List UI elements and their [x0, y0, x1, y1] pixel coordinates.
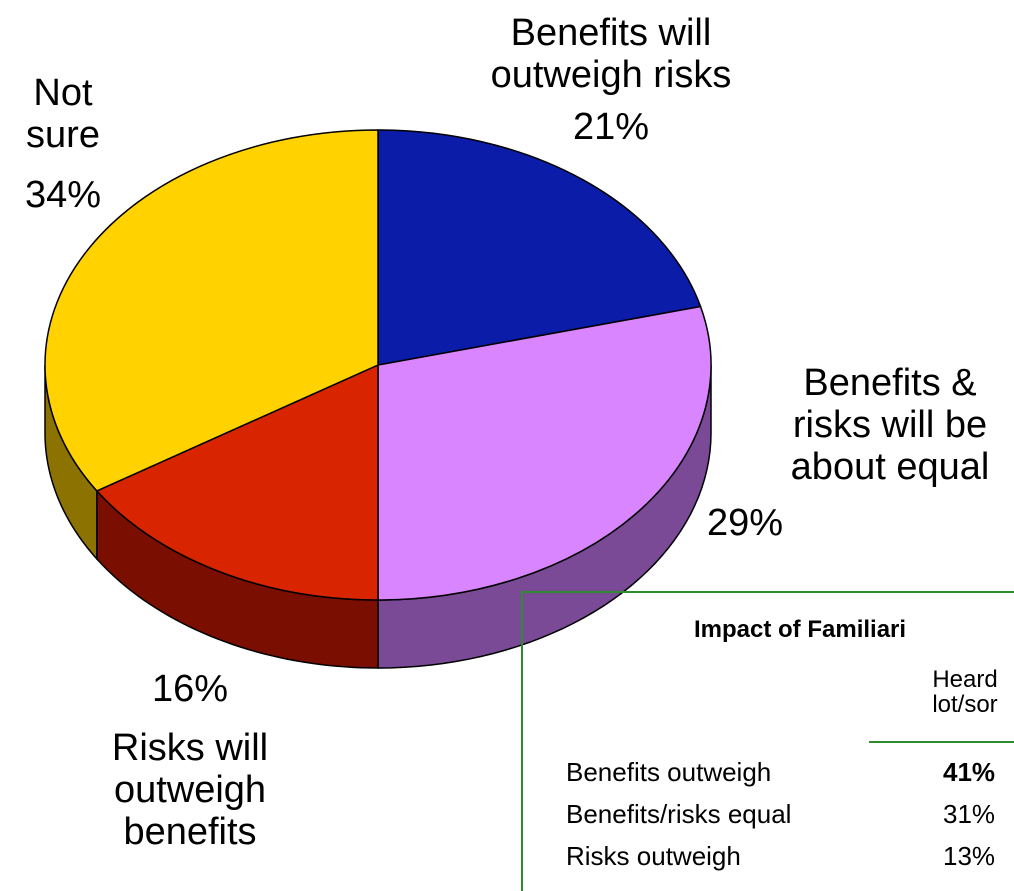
impact-table: Impact of Familiari Heard lot/sor Benefi…	[521, 591, 1014, 891]
pie-slice	[95, 363, 379, 601]
slice-label-not-sure: Not sure 34%	[8, 72, 118, 216]
table-row-label: Benefits outweigh	[566, 757, 772, 787]
slice-label-line: sure	[26, 114, 100, 156]
column-header-line: lot/sor	[932, 691, 998, 718]
table-row-value: 31%	[943, 799, 996, 829]
slice-label-benefits-outweigh: Benefits will outweigh risks 21%	[456, 12, 766, 148]
slice-label-line: Benefits will	[510, 12, 712, 54]
slice-label-equal: Benefits & risks will be about equal	[760, 362, 1014, 488]
slice-label-line: risks will be	[792, 404, 988, 446]
slice-label-line: about equal	[790, 446, 990, 488]
slice-label-line: outweigh risks	[490, 54, 732, 96]
column-header-line: Heard	[932, 666, 998, 693]
slice-pct-label-equal: 29%	[706, 502, 784, 544]
table-column-header: Heard lot/sor	[895, 667, 1014, 717]
pie-slice	[377, 129, 702, 366]
slice-label-line: Risks will	[111, 727, 269, 769]
table-row-value: 41%	[943, 757, 996, 787]
pie-slice	[377, 305, 712, 601]
slice-label-line: Benefits &	[803, 362, 977, 404]
pie-chart	[44, 129, 712, 669]
slice-pct-label: 34%	[24, 174, 102, 216]
slice-label-line: Not	[33, 72, 93, 114]
column-divider	[869, 741, 1014, 743]
slice-pct-label: 21%	[572, 106, 650, 148]
slice-label-line: outweigh	[113, 769, 267, 811]
pie-slice	[44, 129, 379, 492]
slice-label-line: benefits	[123, 811, 257, 853]
table-title: Impact of Familiari	[694, 616, 907, 643]
slice-pct-label-risks: 16%	[151, 668, 229, 710]
table-row-label: Benefits/risks equal	[566, 799, 792, 829]
slice-label-risks-outweigh: Risks will outweigh benefits	[60, 727, 320, 853]
